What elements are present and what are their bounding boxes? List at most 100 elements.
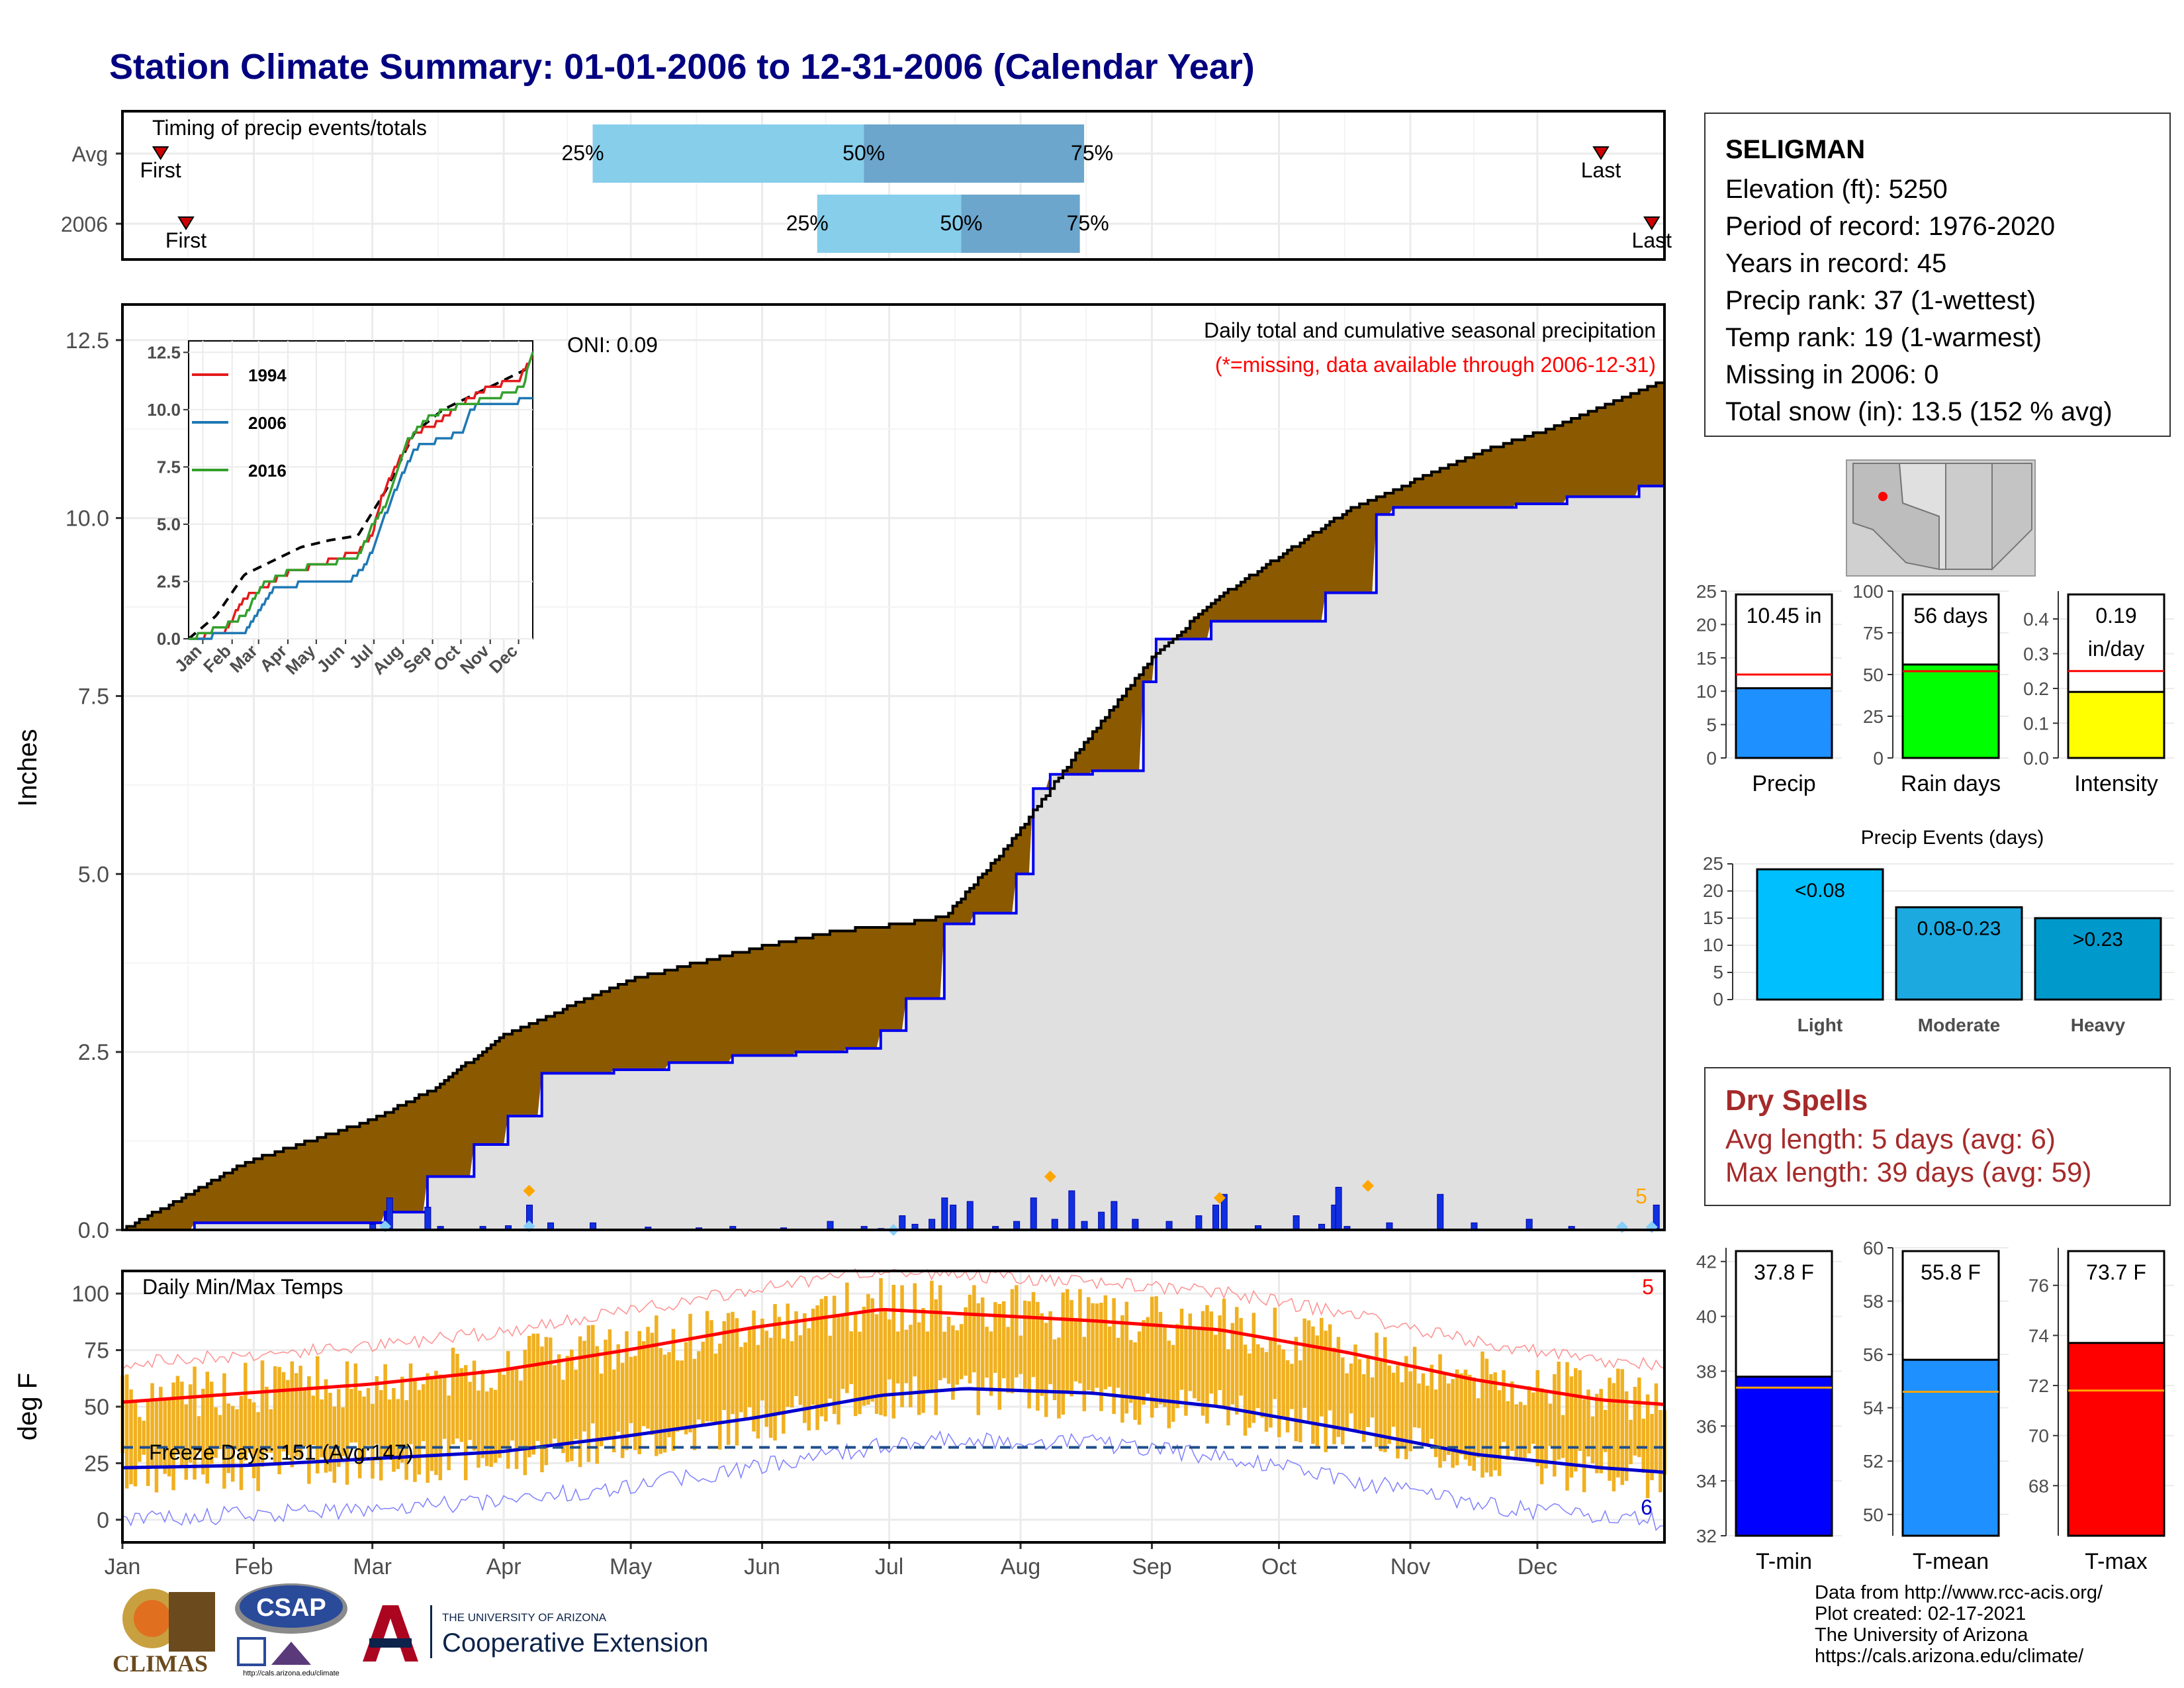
daily-temp-bar xyxy=(1387,1365,1391,1444)
ua-logo: THE UNIVERSITY OF ARIZONA Cooperative Ex… xyxy=(363,1605,708,1662)
station-elevation: Elevation (ft): 5250 xyxy=(1725,175,1948,204)
daily-temp-bar xyxy=(578,1336,582,1468)
summary-tick-label: 20 xyxy=(1696,614,1717,635)
daily-temp-bar xyxy=(1019,1335,1023,1374)
daily-temp-bar xyxy=(150,1383,154,1468)
inset-series-2016 xyxy=(189,352,534,640)
summary-tick-label: 5 xyxy=(1706,715,1717,735)
daily-temp-bar xyxy=(879,1278,883,1415)
daily-temp-bar xyxy=(1383,1337,1387,1452)
daily-temp-bar xyxy=(641,1341,646,1427)
daily-temp-bar xyxy=(320,1399,324,1458)
daily-temp-bar xyxy=(540,1346,544,1473)
temp-summary-tick-label: 68 xyxy=(2028,1476,2049,1496)
daily-precip-bar xyxy=(424,1207,432,1231)
daily-temp-bar xyxy=(993,1302,997,1373)
avg-cumulative-precip-area xyxy=(122,379,1664,1230)
inset-avg-line xyxy=(187,365,533,640)
daily-temp-bar xyxy=(1082,1336,1087,1411)
daily-temp-bar xyxy=(222,1373,226,1489)
temp-summary-bar xyxy=(1901,1358,2000,1537)
daily-temp-bar xyxy=(917,1322,921,1415)
daily-temp-bar xyxy=(341,1407,345,1456)
summary-chart-precip: 0 5 10 15 20 25 10.45 in Precip xyxy=(1696,581,1842,796)
daily-temp-bar xyxy=(1069,1299,1073,1397)
daily-temp-bar xyxy=(209,1382,214,1464)
timing-label-25: 25% xyxy=(786,211,829,235)
timing-plot-border xyxy=(121,110,1666,261)
daily-temp-bar xyxy=(286,1380,290,1456)
daily-temp-bar xyxy=(1290,1364,1294,1409)
daily-temp-bar xyxy=(1031,1291,1036,1378)
daily-temp-bar xyxy=(371,1403,375,1479)
daily-temp-bar xyxy=(1608,1378,1612,1481)
daily-temp-bar xyxy=(790,1341,794,1408)
daily-temp-bar xyxy=(251,1402,256,1479)
temp-summary-tick-label: 36 xyxy=(1696,1416,1717,1436)
daily-temp-bar xyxy=(1142,1320,1146,1405)
daily-temp-bar xyxy=(1336,1336,1341,1437)
daily-temp-bar xyxy=(934,1299,938,1415)
daily-temp-bar xyxy=(1624,1391,1629,1481)
daily-temp-bar xyxy=(362,1396,366,1460)
daily-temp-bar xyxy=(1273,1307,1277,1399)
summary-tick-label: 0.2 xyxy=(2023,679,2049,699)
daily-temp-bar xyxy=(417,1389,422,1475)
daily-temp-bar xyxy=(1451,1379,1455,1468)
climas-logo: CLIMAS xyxy=(113,1589,215,1677)
temp-month-label: Jan xyxy=(105,1554,141,1579)
dry-spells-box: Dry Spells Avg length: 5 days (avg: 6) M… xyxy=(1704,1067,2171,1206)
daily-temp-bar xyxy=(535,1333,540,1441)
daily-temp-bar xyxy=(1226,1349,1230,1426)
daily-temp-bar xyxy=(1379,1361,1383,1452)
daily-temp-bar xyxy=(226,1403,231,1474)
daily-temp-bar xyxy=(620,1362,625,1458)
temp-summary-tick-label: 52 xyxy=(1863,1451,1884,1472)
daily-temp-bar xyxy=(1544,1391,1548,1469)
daily-precip-bar xyxy=(950,1204,957,1231)
temp-summary-tick-label: 34 xyxy=(1696,1471,1717,1491)
last-event-label: Last xyxy=(1632,228,1672,252)
temp-y-tick-label: 25 xyxy=(84,1451,109,1476)
daily-temp-bar xyxy=(184,1404,189,1480)
daily-temp-bar xyxy=(544,1336,549,1466)
daily-temp-bar xyxy=(1078,1289,1082,1383)
daily-temp-bar xyxy=(895,1331,900,1383)
daily-temp-bar xyxy=(273,1366,277,1463)
events-bar xyxy=(1895,906,2023,1001)
events-chart-title: Precip Events (days) xyxy=(1861,827,2044,849)
temp-month-label: Apr xyxy=(486,1554,522,1579)
daily-temp-bar xyxy=(463,1365,468,1481)
temp-summary-tick-label: 70 xyxy=(2028,1426,2049,1446)
daily-temp-bar xyxy=(1612,1383,1616,1491)
daily-temp-bar xyxy=(163,1399,167,1474)
last-event-label: Last xyxy=(1581,158,1621,182)
daily-temp-bar xyxy=(1412,1346,1417,1428)
daily-temp-bar xyxy=(1222,1298,1226,1408)
daily-temp-bar xyxy=(747,1329,752,1407)
record-high-count: 5 xyxy=(1642,1275,1654,1299)
daily-temp-bar xyxy=(392,1387,396,1472)
temp-y-axis-title: deg F xyxy=(13,1373,42,1440)
daily-temp-bar xyxy=(1133,1342,1137,1420)
temp-summary-label: T-min xyxy=(1756,1549,1812,1574)
daily-temp-bar xyxy=(718,1343,722,1450)
daily-temp-bar xyxy=(375,1376,379,1444)
daily-temp-bar xyxy=(1044,1323,1048,1417)
daily-temp-bar xyxy=(557,1354,561,1448)
temp-month-label: Mar xyxy=(353,1554,392,1579)
daily-temp-bar xyxy=(357,1390,362,1479)
daily-temp-bar xyxy=(1023,1300,1027,1389)
daily-temp-bar xyxy=(1421,1373,1426,1446)
temp-month-label: Aug xyxy=(1001,1554,1041,1579)
daily-temp-bar xyxy=(1167,1340,1171,1429)
daily-temp-bar xyxy=(985,1327,989,1378)
daily-temp-bar xyxy=(659,1348,662,1454)
daily-temp-bar xyxy=(438,1374,443,1481)
daily-temp-bar xyxy=(782,1338,786,1434)
climas-text: CLIMAS xyxy=(113,1650,208,1677)
temp-y-tick-label: 75 xyxy=(84,1338,109,1364)
daily-temp-bar xyxy=(1052,1339,1057,1401)
daily-temp-bar xyxy=(477,1390,480,1468)
daily-temp-bar xyxy=(1073,1317,1078,1382)
